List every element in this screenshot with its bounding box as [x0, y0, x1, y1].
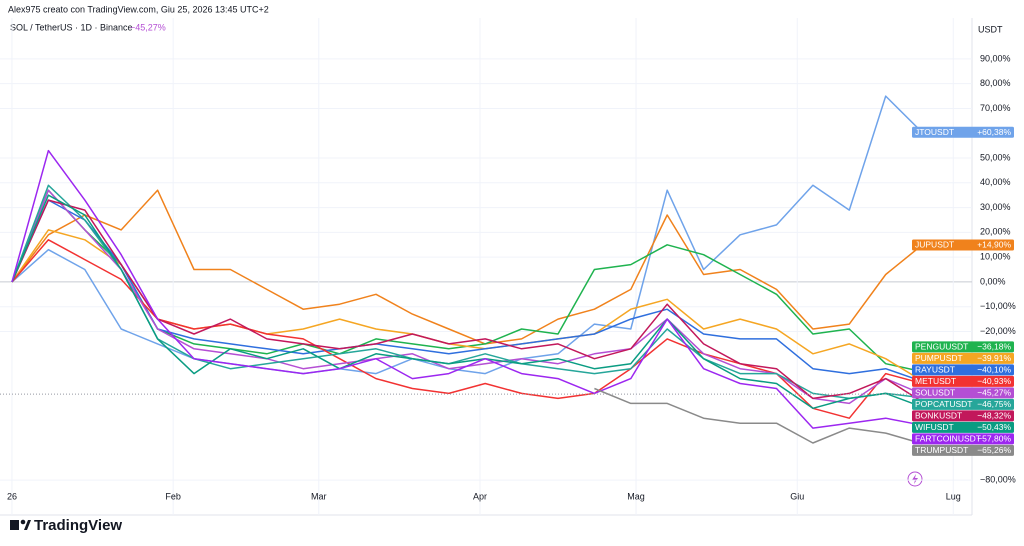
legend-label: SOLUSDT — [915, 388, 955, 398]
legend-label: FARTCOINUSDT — [915, 434, 981, 444]
badge — [912, 433, 1014, 445]
series-line — [11, 184, 923, 400]
credit: Alex975 creato con TradingView.com, Giu … — [8, 4, 269, 14]
icon — [912, 474, 918, 484]
y-tick-label: 20,00% — [980, 227, 1011, 237]
series-line — [11, 189, 923, 373]
grid — [0, 18, 972, 515]
icon — [907, 471, 923, 487]
value-label: −40,10% — [977, 365, 1011, 375]
x-tick-label: Apr — [473, 491, 487, 501]
badge — [912, 410, 1014, 422]
legend-label: PENGUUSDT — [915, 342, 968, 352]
badge — [912, 352, 1014, 364]
series-line — [11, 199, 923, 383]
badge — [912, 421, 1014, 433]
legend-label: WIFUSDT — [915, 422, 954, 432]
badge — [912, 375, 1014, 387]
series-line — [11, 194, 923, 410]
series-line — [11, 199, 923, 403]
y-unit: USDT — [978, 24, 1003, 34]
value-label: −57,80% — [977, 434, 1011, 444]
badge — [912, 364, 1014, 376]
series-line — [594, 387, 923, 445]
x-tick-label: 26 — [7, 491, 17, 501]
value-label: +60,38% — [977, 127, 1011, 137]
y-tick-label: 50,00% — [980, 152, 1011, 162]
value-label: −50,43% — [977, 422, 1011, 432]
x-tick-label: Mar — [311, 491, 327, 501]
badge — [912, 444, 1014, 456]
y-tick-label: 80,00% — [980, 78, 1011, 88]
y-tick-label: 10,00% — [980, 252, 1011, 262]
value-label: −46,75% — [977, 399, 1011, 409]
x-tick-label: Mag — [627, 491, 645, 501]
value-label: −65,26% — [977, 445, 1011, 455]
value-label: −48,32% — [977, 411, 1011, 421]
badge — [912, 126, 1014, 138]
y-tick-label: 90,00% — [980, 53, 1011, 63]
x-tick-label: Lug — [946, 491, 961, 501]
legend-label: RAYUSDT — [915, 365, 955, 375]
value-label: −36,18% — [977, 342, 1011, 352]
y-tick-label: −20,00% — [980, 326, 1016, 336]
change: −45,27% — [130, 22, 166, 32]
value-label: −45,27% — [977, 388, 1011, 398]
badge — [912, 387, 1014, 399]
y-tick-label: −10,00% — [980, 301, 1016, 311]
badge — [912, 398, 1014, 410]
x-tick-label: Feb — [165, 491, 181, 501]
value-label: −39,91% — [977, 353, 1011, 363]
series-line — [11, 149, 923, 429]
legend-label: JTOUSDT — [915, 127, 954, 137]
legend-label: JUPUSDT — [915, 240, 954, 250]
series-line — [11, 95, 923, 375]
series-line — [11, 239, 923, 419]
brand: TradingView — [34, 517, 122, 534]
legend-label: POPCATUSDT — [915, 399, 972, 409]
logo: TradingView — [10, 517, 122, 534]
legend-label: TRUMPUSDT — [915, 445, 968, 455]
badge — [912, 239, 1014, 251]
value-label: +14,90% — [977, 240, 1011, 250]
legend-label: PUMPUSDT — [915, 353, 963, 363]
symbol: SOL / TetherUS · 1D · Binance — [10, 22, 133, 32]
badge — [912, 341, 1014, 353]
x-tick-label: Giu — [790, 491, 804, 501]
y-tick-label: 70,00% — [980, 103, 1011, 113]
legend-label: BONKUSDT — [915, 411, 962, 421]
value-label: −40,93% — [977, 376, 1011, 386]
legend-label: METUSDT — [915, 376, 956, 386]
y-tick-label: −80,00% — [980, 475, 1016, 485]
y-tick-label: 30,00% — [980, 202, 1011, 212]
y-tick-label: 0,00% — [980, 276, 1006, 286]
series-line — [11, 189, 923, 345]
y-tick-label: 40,00% — [980, 177, 1011, 187]
